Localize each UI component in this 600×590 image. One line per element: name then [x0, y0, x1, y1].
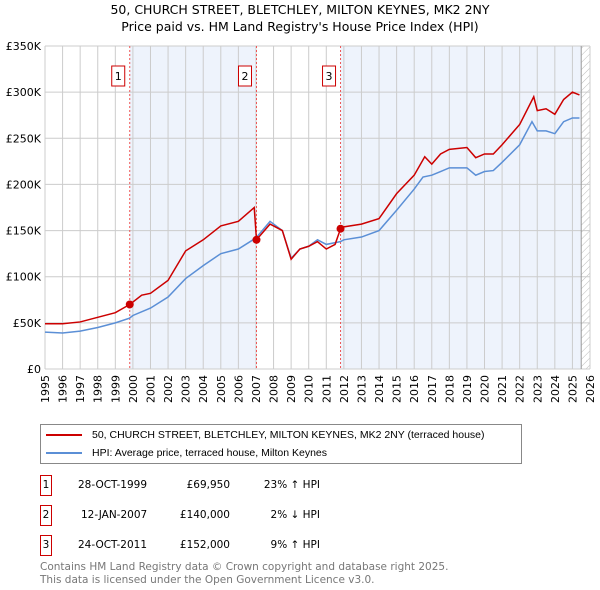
- x-tick-label: 2004: [197, 375, 210, 403]
- legend: 50, CHURCH STREET, BLETCHLEY, MILTON KEY…: [40, 424, 522, 464]
- x-tick-label: 2009: [285, 375, 298, 403]
- sale-date: 12-JAN-2007: [81, 509, 148, 521]
- x-tick-label: 2016: [408, 375, 421, 403]
- sale-badge: 3: [40, 535, 52, 556]
- x-tick-label: 2003: [180, 375, 193, 403]
- y-tick-label: £250K: [6, 132, 42, 145]
- x-tick-label: 2006: [232, 375, 245, 403]
- x-tick-label: 2000: [127, 375, 140, 403]
- forecast-hatch: [581, 46, 590, 369]
- x-tick-label: 2008: [268, 375, 281, 403]
- sale-row: 3 24-OCT-2011 £152,000 9% ↑ HPI: [40, 535, 340, 556]
- x-tick-label: 2023: [531, 375, 544, 403]
- x-tick-label: 1998: [92, 375, 105, 403]
- x-tick-label: 2026: [584, 375, 597, 403]
- sale-hpi: 23% ↑ HPI: [263, 479, 320, 491]
- x-tick-label: 2007: [250, 375, 263, 403]
- sale-point: [252, 235, 261, 244]
- sale-badge: 2: [40, 505, 52, 526]
- legend-red-line-icon: [46, 434, 82, 436]
- y-tick-label: £300K: [6, 86, 42, 99]
- x-tick-label: 2015: [391, 375, 404, 403]
- shaded-period: [340, 46, 582, 369]
- y-tick-label: £0: [27, 363, 41, 376]
- x-tick-label: 2022: [514, 375, 527, 403]
- sale-price: £140,000: [179, 509, 230, 521]
- property-series-line: [45, 91, 580, 325]
- x-tick-label: 2018: [443, 375, 456, 403]
- x-tick-label: 1996: [57, 375, 70, 403]
- sale-date: 28-OCT-1999: [78, 479, 147, 491]
- sale-label-box: [111, 65, 126, 87]
- footer-licence: This data is licensed under the Open Gov…: [40, 574, 375, 586]
- x-tick-label: 1995: [39, 375, 52, 403]
- sale-date: 24-OCT-2011: [78, 539, 147, 551]
- legend-item-property: 50, CHURCH STREET, BLETCHLEY, MILTON KEY…: [46, 427, 485, 443]
- y-tick-label: £100K: [6, 271, 42, 284]
- x-tick-label: 2012: [338, 375, 351, 403]
- y-tick-label: £150K: [6, 225, 42, 238]
- x-tick-label: 2014: [373, 375, 386, 403]
- legend-item-hpi: HPI: Average price, terraced house, Milt…: [46, 445, 327, 461]
- x-tick-label: 1997: [74, 375, 87, 403]
- x-tick-label: 2002: [162, 375, 175, 403]
- hpi-series-line: [44, 117, 580, 334]
- sale-row: 2 12-JAN-2007 £140,000 2% ↓ HPI: [40, 505, 340, 526]
- plot-area: 1995 1996 1997 1998 1999 2000 2001 2002 2003 2004…: [6, 40, 597, 403]
- x-tick-label: 2021: [496, 375, 509, 403]
- legend-label: HPI: Average price, terraced house, Milt…: [92, 447, 328, 459]
- sale-hpi: 9% ↑ HPI: [270, 539, 320, 551]
- footer-copyright: Contains HM Land Registry data © Crown c…: [40, 561, 449, 573]
- y-tick-label: £200K: [6, 178, 42, 191]
- legend-label: 50, CHURCH STREET, BLETCHLEY, MILTON KEY…: [92, 429, 485, 441]
- y-tick-label: £350K: [6, 40, 42, 53]
- sale-label-box: [237, 65, 252, 87]
- x-tick-label: 2017: [426, 375, 439, 403]
- sale-badge: 1: [40, 475, 52, 496]
- sale-point: [336, 224, 345, 233]
- y-tick-label: £50K: [13, 317, 42, 330]
- x-tick-label: 2019: [461, 375, 474, 403]
- legend-blue-line-icon: [46, 452, 82, 454]
- sale-label-box: [322, 65, 337, 87]
- x-tick-label: 1999: [109, 375, 122, 403]
- sale-hpi: 2% ↓ HPI: [270, 509, 320, 521]
- x-tick-label: 2001: [144, 375, 157, 403]
- x-tick-label: 2025: [566, 375, 579, 403]
- sale-label-number: 1: [115, 70, 122, 83]
- sale-price: £69,950: [186, 479, 230, 491]
- sale-point: [125, 300, 134, 309]
- shaded-period: [129, 46, 257, 369]
- sale-row: 1 28-OCT-1999 £69,950 23% ↑ HPI: [40, 475, 340, 496]
- sale-label-number: 2: [241, 70, 248, 83]
- x-tick-label: 2020: [479, 375, 492, 403]
- x-tick-label: 2013: [355, 375, 368, 403]
- x-tick-label: 2024: [549, 375, 562, 403]
- sale-label-number: 3: [326, 70, 333, 83]
- chart-title: 50, CHURCH STREET, BLETCHLEY, MILTON KEY…: [110, 2, 490, 17]
- x-tick-label: 2005: [215, 375, 228, 403]
- sale-price: £152,000: [179, 539, 230, 551]
- x-tick-label: 2010: [303, 375, 316, 403]
- x-tick-label: 2011: [320, 375, 333, 403]
- chart-subtitle: Price paid vs. HM Land Registry's House …: [121, 19, 479, 34]
